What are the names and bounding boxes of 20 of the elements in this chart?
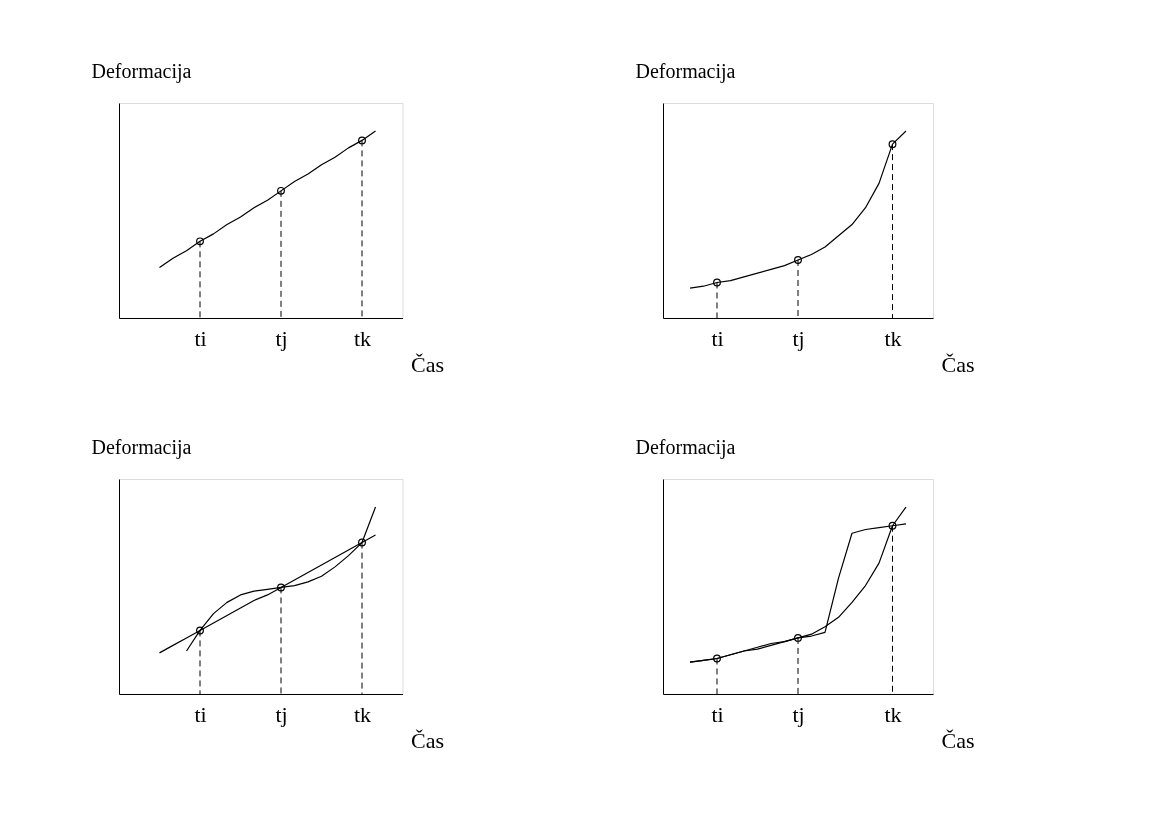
x-tick-label: tj: [792, 701, 805, 727]
x-tick-label: tj: [275, 701, 288, 727]
x-tick-label: tk: [884, 325, 902, 351]
x-tick-label: tk: [353, 325, 372, 351]
x-axis-title: Čas: [411, 351, 444, 377]
x-tick-label: tk: [884, 701, 902, 727]
y-axis-title: Deformacija: [635, 59, 736, 83]
y-axis-title: Deformacija: [635, 435, 736, 459]
x-tick-label: ti: [711, 325, 724, 351]
x-tick-label: ti: [194, 325, 207, 351]
x-axis-title: Čas: [411, 727, 444, 753]
x-axis-title: Čas: [941, 727, 975, 753]
x-tick-label: tj: [275, 325, 288, 351]
x-tick-label: tj: [792, 325, 805, 351]
x-axis-title: Čas: [941, 351, 975, 377]
x-tick-label: ti: [711, 701, 724, 727]
y-axis-title: Deformacija: [91, 435, 192, 459]
x-tick-label: tk: [353, 701, 372, 727]
y-axis-title: Deformacija: [91, 59, 192, 83]
x-tick-label: ti: [194, 701, 207, 727]
